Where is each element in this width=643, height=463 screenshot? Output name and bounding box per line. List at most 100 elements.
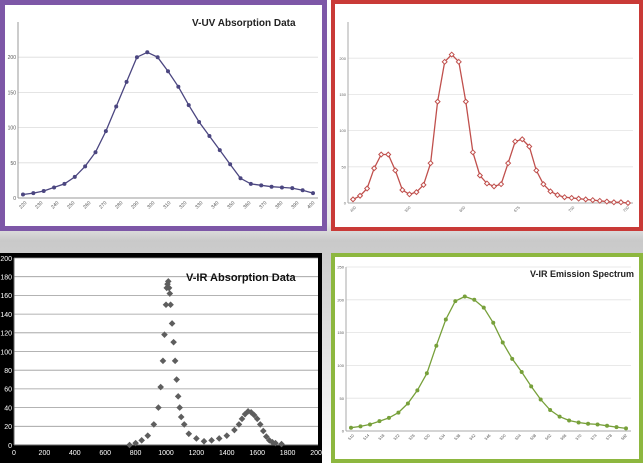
data-point — [420, 181, 427, 189]
x-tick-label: 538 — [453, 432, 462, 441]
data-point — [548, 408, 553, 413]
data-point — [248, 181, 253, 186]
data-point — [168, 320, 176, 327]
x-tick-label: 220 — [18, 200, 28, 210]
x-tick-label: 270 — [98, 200, 108, 210]
data-point — [174, 393, 182, 400]
data-point — [624, 426, 628, 431]
data-point — [279, 185, 284, 190]
data-point — [170, 338, 177, 346]
uv-absorption-chart: 0 50 100 150 200 220 230 240 250 260 270 280 290 300 3… — [5, 5, 322, 226]
data-point — [231, 426, 238, 434]
y-tick-label: 150 — [339, 92, 346, 97]
x-tick-label: 750 — [622, 204, 631, 213]
data-point — [217, 148, 222, 153]
x-tick-label: 260 — [82, 200, 92, 210]
x-tick-label: 400 — [306, 200, 316, 210]
x-tick-label: 546 — [483, 432, 492, 441]
data-point — [624, 199, 632, 207]
data-point — [200, 437, 208, 445]
data-point — [568, 194, 575, 202]
y-tick-label: 40 — [4, 405, 12, 412]
data-point — [603, 198, 610, 205]
x-tick-label: 600 — [458, 204, 467, 213]
data-point — [165, 284, 173, 292]
data-point — [529, 384, 534, 389]
data-point — [415, 388, 420, 393]
data-point — [596, 197, 603, 204]
y-tick-label: 140 — [0, 312, 12, 319]
data-point — [358, 424, 363, 429]
x-tick-label: 300 — [146, 200, 156, 210]
x-tick-label: 522 — [392, 432, 401, 441]
data-point — [589, 196, 596, 204]
data-point — [595, 422, 600, 427]
data-point — [259, 427, 267, 435]
data-point — [62, 181, 67, 186]
x-tick-label: 554 — [514, 432, 523, 441]
data-point — [269, 184, 274, 189]
x-tick-label: 800 — [130, 450, 142, 457]
y-tick-label: 250 — [337, 265, 344, 270]
data-point — [575, 195, 582, 202]
data-point — [434, 98, 441, 105]
data-point — [510, 356, 515, 361]
data-point — [434, 343, 439, 348]
data-point — [145, 50, 150, 55]
chart-title: V-IR Absorption Data — [186, 272, 296, 284]
uv-emission-chart: 0 50 100 150 200 400 500 600 675 700 750 V-UV Emiss… — [335, 4, 639, 227]
data-point — [52, 185, 57, 190]
chart-title: V-UV Absorption Data — [192, 18, 296, 29]
data-point — [476, 172, 484, 179]
x-tick-label: 700 — [567, 204, 576, 213]
data-point — [582, 196, 589, 203]
data-point — [356, 192, 364, 199]
x-tick-label: 340 — [210, 200, 220, 210]
x-tick-label: 574 — [589, 432, 598, 441]
data-point — [311, 191, 315, 196]
data-point — [223, 432, 231, 439]
data-point — [378, 151, 385, 158]
data-point — [138, 437, 145, 444]
data-point — [462, 294, 467, 299]
x-tick-label: 0 — [12, 450, 16, 457]
data-point — [576, 420, 581, 425]
data-point — [238, 415, 246, 423]
data-point — [392, 167, 399, 174]
x-tick-label: 570 — [574, 432, 583, 441]
data-point — [278, 440, 285, 448]
data-point — [349, 196, 357, 203]
x-tick-label: 230 — [34, 200, 44, 210]
data-point — [83, 164, 88, 169]
data-point — [610, 199, 618, 206]
ir-emission-chart: 0 50 100 150 200 250 510 514 518 522 526 530 534 538 5… — [335, 257, 639, 459]
data-point — [159, 357, 167, 365]
data-point — [349, 425, 353, 430]
data-point — [617, 199, 625, 206]
data-point — [614, 425, 619, 430]
data-point — [386, 415, 391, 420]
data-point — [483, 180, 491, 187]
x-tick-label: 542 — [468, 432, 477, 441]
x-tick-label: 310 — [162, 200, 172, 210]
data-point — [424, 371, 429, 376]
data-point — [186, 103, 191, 108]
data-point — [448, 51, 455, 58]
uv-emission-panel: 0 50 100 150 200 400 500 600 675 700 750 V-UV Emiss… — [331, 0, 643, 231]
data-point — [180, 421, 188, 428]
data-point — [519, 369, 524, 374]
series-line — [352, 53, 629, 204]
y-tick-label: 0 — [13, 196, 16, 202]
data-point — [193, 435, 200, 442]
data-point — [441, 58, 448, 65]
x-tick-label: 400 — [349, 204, 358, 213]
x-tick-label: 550 — [498, 432, 507, 441]
y-tick-label: 150 — [337, 330, 344, 335]
data-point — [363, 185, 371, 192]
data-point — [538, 397, 543, 402]
data-point — [540, 181, 547, 188]
x-tick-label: 500 — [403, 204, 412, 213]
data-point — [114, 104, 119, 109]
x-tick-label: 370 — [258, 200, 268, 210]
data-point — [533, 167, 540, 174]
